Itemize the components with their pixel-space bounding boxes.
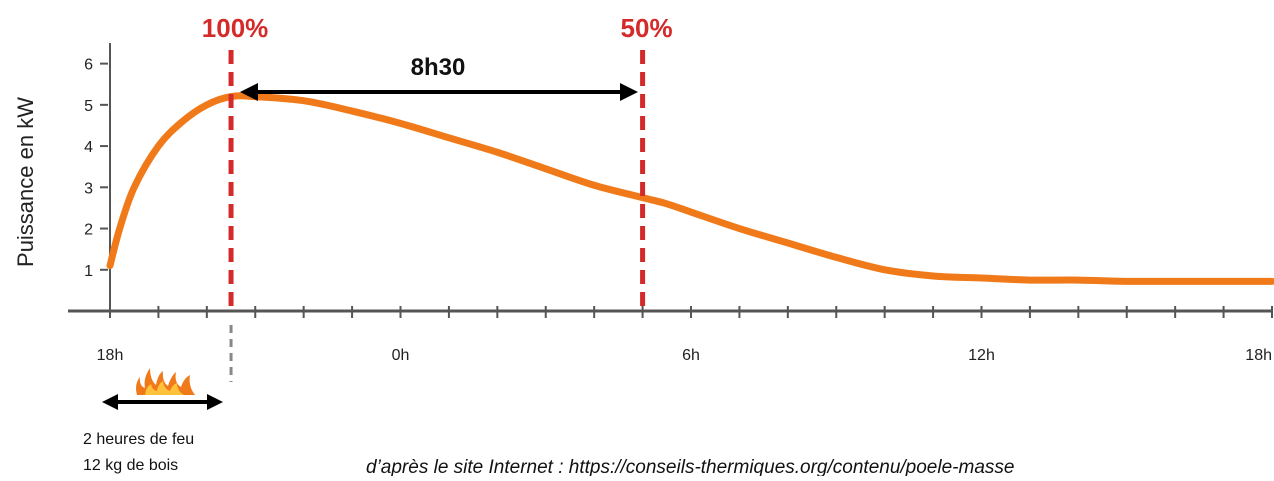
power-series-line — [106, 92, 1274, 285]
marker-label: 100% — [202, 13, 269, 43]
axes — [68, 43, 1272, 313]
y-tick-label: 2 — [84, 222, 93, 239]
y-tick-label: 5 — [84, 98, 93, 115]
flame-icon — [136, 368, 195, 395]
fire-duration-text: 2 heures de feu — [83, 431, 194, 448]
fire-wood-text: 12 kg de bois — [83, 457, 178, 474]
y-tick-label: 3 — [84, 180, 93, 197]
fire-period-arrow — [102, 394, 223, 410]
x-tick-label: 6h — [682, 347, 700, 364]
x-tick-label: 18h — [97, 347, 124, 364]
duration-label: 8h30 — [411, 54, 466, 81]
marker-layer: 100% 50% — [202, 13, 673, 382]
marker-label: 50% — [621, 13, 673, 43]
source-credit: d’après le site Internet : https://conse… — [366, 457, 1014, 476]
y-ticks: 1 2 3 4 5 6 — [84, 57, 108, 280]
series-layer — [106, 92, 1274, 285]
y-tick-label: 1 — [84, 263, 93, 280]
x-tick-label: 12h — [968, 347, 995, 364]
x-ticks: 18h 0h 6h 12h 18h — [97, 306, 1273, 364]
y-axis-label: Puissance en kW — [13, 97, 38, 267]
y-tick-label: 6 — [84, 57, 93, 74]
x-tick-label: 18h — [1245, 347, 1272, 364]
x-tick-label: 0h — [392, 347, 410, 364]
y-tick-label: 4 — [84, 139, 93, 156]
duration-arrow — [240, 83, 638, 101]
